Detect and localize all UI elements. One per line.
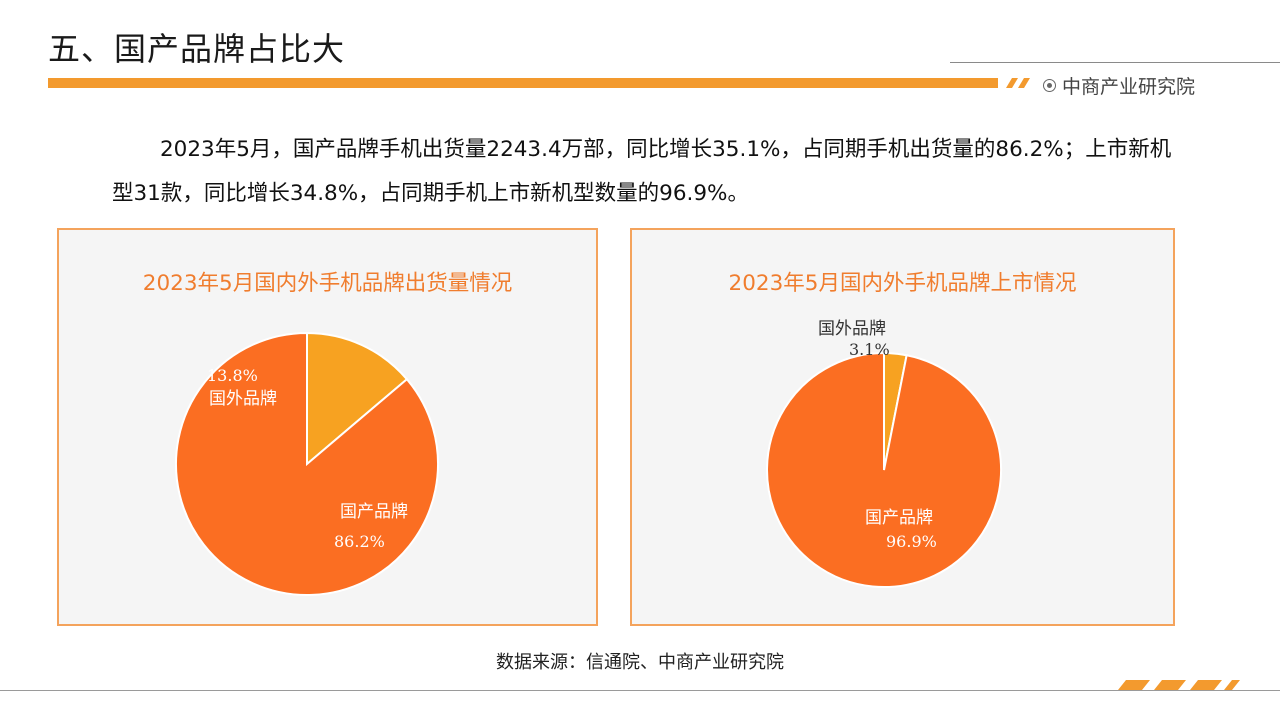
release-pie-chart [766,351,1003,588]
stripe-decoration [1006,78,1030,88]
summary-text: 2023年5月，国产品牌手机出货量2243.4万部，同比增长35.1%，占同期手… [112,137,1172,206]
pie-value-label: 96.9% [886,532,937,551]
shipment-pie-chart [175,331,439,596]
pie-category-label: 国产品牌 [865,508,933,528]
footer-stripe-decoration [1118,680,1240,690]
pie-value-label: 3.1% [849,340,890,359]
page-title: 五、国产品牌占比大 [48,30,346,68]
pie-slice-foreign [306,331,409,467]
title-accent-bar [48,78,998,88]
brand-name: 中商产业研究院 [1062,76,1196,98]
target-icon [1043,79,1056,92]
pie-slice-domestic [766,351,1003,588]
footer-divider [0,690,1280,691]
chart-title: 2023年5月国内外手机品牌上市情况 [728,271,1077,296]
release-chart-panel: 2023年5月国内外手机品牌上市情况 国外品牌 3.1% 国产品牌 96.9% [630,228,1175,626]
pie-category-label: 国外品牌 [818,319,886,339]
chart-title: 2023年5月国内外手机品牌出货量情况 [142,271,513,296]
pie-category-label: 国外品牌 [209,389,277,409]
pie-slice-domestic [175,331,439,596]
brand-logo: 中商产业研究院 [1043,72,1195,99]
pie-value-label: 13.8% [207,366,258,385]
data-source: 数据来源：信通院、中商产业研究院 [496,652,784,673]
header-divider [950,62,1280,63]
shipment-chart-panel: 2023年5月国内外手机品牌出货量情况 13.8% 国外品牌 国产品牌 86.2… [57,228,598,626]
pie-category-label: 国产品牌 [340,502,408,522]
pie-value-label: 86.2% [334,532,385,551]
